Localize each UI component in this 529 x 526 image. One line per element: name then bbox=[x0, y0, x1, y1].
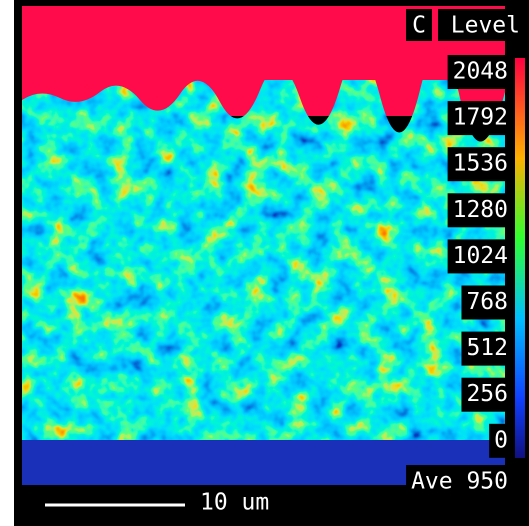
level-value: 768 bbox=[466, 289, 508, 315]
element-map: C Level 10 um 2048 1792 1536 1280 1024 768 512… bbox=[0, 0, 529, 526]
level-value: 0 bbox=[494, 427, 508, 453]
level-value: 2048 bbox=[453, 59, 508, 85]
level-value: 1280 bbox=[453, 197, 508, 223]
level-value: 1536 bbox=[453, 151, 508, 177]
scale-label: 10 um bbox=[200, 490, 269, 516]
level-label: Level bbox=[451, 13, 520, 39]
page: {"map":{"element":"C","label":"Level","l… bbox=[0, 0, 529, 526]
color-bar bbox=[515, 58, 525, 458]
mottled-layer bbox=[22, 80, 505, 440]
level-value: 256 bbox=[466, 381, 508, 407]
level-value: 1024 bbox=[453, 243, 508, 269]
element-label: C bbox=[412, 13, 426, 39]
level-value: 1792 bbox=[453, 105, 508, 131]
level-value: 512 bbox=[466, 335, 508, 361]
average-label: Ave 950 bbox=[411, 469, 508, 495]
